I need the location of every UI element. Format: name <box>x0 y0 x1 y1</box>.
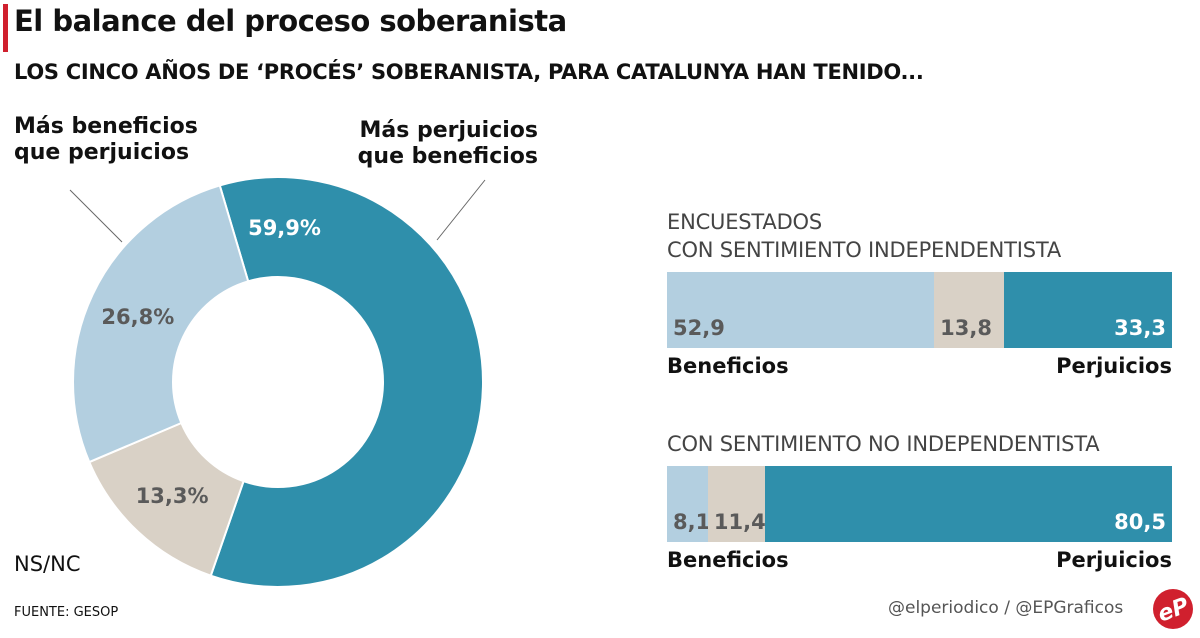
bar-value-perjuicios: 33,3 <box>1114 316 1166 340</box>
stacked-bar-independentista: 52,9 13,8 33,3 <box>667 272 1172 348</box>
slice-perjuicios <box>209 176 484 588</box>
credits: @elperiodico / @EPGraficos <box>888 598 1124 618</box>
leader-line-beneficios <box>69 189 123 243</box>
bar-segment-nsnc: 11,4 <box>707 466 766 542</box>
group1-title-line2: CON SENTIMIENTO INDEPENDENTISTA <box>667 238 1062 262</box>
label-nsnc: NS/NC <box>14 552 81 576</box>
bar-value-nsnc: 13,8 <box>940 316 992 340</box>
bar-segment-perjuicios: 33,3 <box>1003 272 1172 348</box>
leader-line-perjuicios <box>436 179 486 241</box>
elperiodico-logo-icon: eP <box>1153 589 1193 629</box>
group1-left-label: Beneficios <box>667 354 789 378</box>
bar-segment-nsnc: 13,8 <box>934 272 1004 348</box>
label-beneficios: Más beneficios que perjuicios <box>14 114 198 165</box>
bar-value-nsnc: 11,4 <box>713 510 766 534</box>
bar-segment-beneficios: 8,1 <box>667 466 711 542</box>
bar-segment-beneficios: 52,9 <box>667 272 935 348</box>
group1-title: ENCUESTADOS CON SENTIMIENTO INDEPENDENTI… <box>667 208 1061 264</box>
value-label-nsnc: 13,3% <box>136 484 209 508</box>
bar-value-perjuicios: 80,5 <box>1114 510 1166 534</box>
group2-right-label: Perjuicios <box>1056 548 1172 572</box>
slice-beneficios <box>72 184 250 464</box>
group1-title-line1: ENCUESTADOS <box>667 210 823 234</box>
chart-title: El balance del proceso soberanista <box>14 4 567 38</box>
label-perjuicios: Más perjuicios que beneficios <box>357 118 538 169</box>
donut-chart: 59,9% 13,3% 26,8% <box>69 176 486 588</box>
source-note: FUENTE: GESOP <box>14 605 119 620</box>
bar-value-beneficios: 52,9 <box>673 316 725 340</box>
value-label-beneficios: 26,8% <box>101 305 174 329</box>
accent-bar <box>3 4 8 52</box>
bar-segment-perjuicios: 80,5 <box>765 466 1172 542</box>
value-label-perjuicios: 59,9% <box>248 216 321 240</box>
group1-axis-labels: Beneficios Perjuicios <box>667 354 1172 378</box>
group2-left-label: Beneficios <box>667 548 789 572</box>
group2-axis-labels: Beneficios Perjuicios <box>667 548 1172 572</box>
group1-right-label: Perjuicios <box>1056 354 1172 378</box>
group2-title: CON SENTIMIENTO NO INDEPENDENTISTA <box>667 430 1100 458</box>
chart-subtitle: LOS CINCO AÑOS DE ‘PROCÉS’ SOBERANISTA, … <box>14 60 924 84</box>
stacked-bar-no-independentista: 8,1 11,4 80,5 <box>667 466 1172 542</box>
bar-value-beneficios: 8,1 <box>673 510 711 534</box>
group2-title-line1: CON SENTIMIENTO NO INDEPENDENTISTA <box>667 432 1100 456</box>
